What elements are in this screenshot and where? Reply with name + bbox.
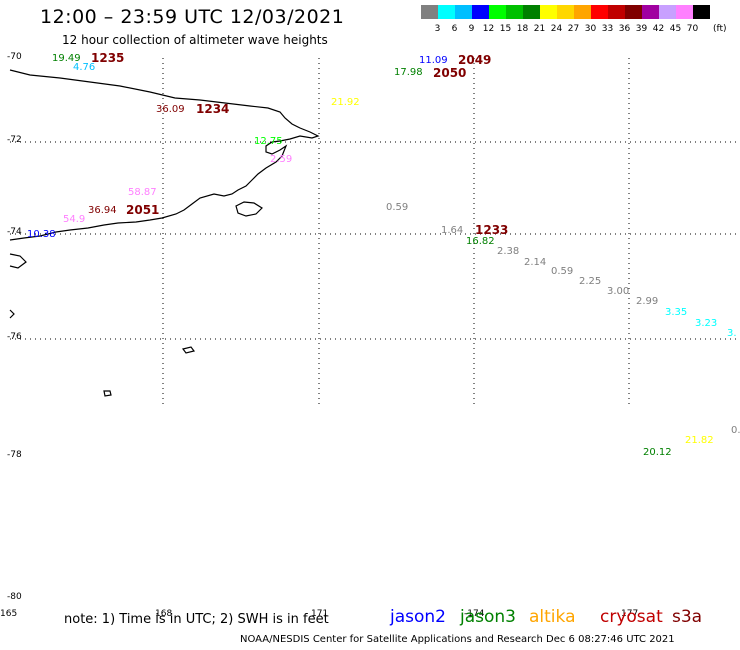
scale-swatch xyxy=(540,5,557,19)
wave-height-value: 3. xyxy=(727,328,737,339)
scale-tick-label: 21 xyxy=(533,24,546,34)
wave-height-value: 19.49 xyxy=(52,53,81,64)
wave-height-value: 3.35 xyxy=(665,307,688,318)
wave-height-value: 0. xyxy=(731,425,740,436)
pass-label: 2050 xyxy=(433,66,467,80)
wave-height-value: 17.98 xyxy=(394,67,423,78)
scale-swatch xyxy=(676,5,693,19)
scale-tick-label: 15 xyxy=(499,24,512,34)
pass-label: 2051 xyxy=(126,203,160,217)
scale-tick-label: 42 xyxy=(652,24,665,34)
scale-tick-label: 9 xyxy=(468,24,475,34)
footer-note: note: 1) Time is in UTC; 2) SWH is in fe… xyxy=(64,612,329,627)
scale-tick-label: 70 xyxy=(686,24,699,34)
wave-height-value: 20.12 xyxy=(643,447,672,458)
satellite-legend-cryosat: cryosat xyxy=(600,607,663,627)
pass-label: 1235 xyxy=(91,51,125,65)
scale-swatch xyxy=(574,5,591,19)
scale-swatch xyxy=(489,5,506,19)
satellite-legend-altika: altika xyxy=(529,607,576,627)
wave-height-value: 2.38 xyxy=(497,246,520,257)
wave-height-value: 36.09 xyxy=(156,104,185,115)
lon-label: 177 xyxy=(621,609,639,619)
scale-tick-label: 12 xyxy=(482,24,495,34)
wave-height-value: 11.09 xyxy=(419,55,448,66)
wave-height-value: 3.23 xyxy=(695,318,718,329)
lat-label: -76 xyxy=(7,332,22,342)
lat-label: -80 xyxy=(7,592,22,602)
map-subtitle: 12 hour collection of altimeter wave hei… xyxy=(62,33,328,47)
scale-tick-label: 18 xyxy=(516,24,529,34)
lon-label: 168 xyxy=(155,609,173,619)
wave-height-value: 10.38 xyxy=(27,229,56,240)
scale-swatch xyxy=(438,5,455,19)
pass-label: 1234 xyxy=(196,102,230,116)
lat-label: -78 xyxy=(7,450,22,460)
scale-swatch xyxy=(421,5,438,19)
scale-tick-label: 3 xyxy=(434,24,441,34)
credit-line: NOAA/NESDIS Center for Satellite Applica… xyxy=(240,634,675,645)
scale-swatch xyxy=(455,5,472,19)
scale-tick-label: 33 xyxy=(601,24,614,34)
lat-label: -72 xyxy=(7,135,22,145)
scale-swatch xyxy=(625,5,642,19)
scale-tick-label: 27 xyxy=(567,24,580,34)
graticule xyxy=(10,58,740,405)
scale-swatch xyxy=(557,5,574,19)
scale-swatch xyxy=(608,5,625,19)
scale-swatch xyxy=(523,5,540,19)
scale-tick-label: 45 xyxy=(669,24,682,34)
wave-height-value: 4.76 xyxy=(73,62,96,73)
scale-tick-label: 24 xyxy=(550,24,563,34)
wave-height-value: 2.25 xyxy=(579,276,602,287)
lon-label: 165 xyxy=(0,609,18,619)
scale-tick-label: 30 xyxy=(584,24,597,34)
scale-swatch xyxy=(472,5,489,19)
pass-label: 2049 xyxy=(458,53,492,67)
satellite-legend-s3a: s3a xyxy=(672,607,703,627)
map-title: 12:00 – 23:59 UTC 12/03/2021 xyxy=(40,6,345,28)
wave-height-value: 12.75 xyxy=(254,136,283,147)
scale-swatch xyxy=(693,5,710,19)
lon-label: 171 xyxy=(311,609,329,619)
coastline xyxy=(9,69,320,397)
lat-label: -70 xyxy=(7,52,22,62)
scale-tick-label: 36 xyxy=(618,24,631,34)
satellite-legend-jason2: jason2 xyxy=(390,607,446,627)
satellite-legend-jason3: jason3 xyxy=(460,607,516,627)
wave-height-value: 21.82 xyxy=(685,435,714,446)
wave-height-value: 1.64 xyxy=(441,225,464,236)
wave-height-value: 2.99 xyxy=(636,296,659,307)
wave-height-value: 0.59 xyxy=(551,266,574,277)
lat-label: -74 xyxy=(7,227,22,237)
wave-height-value: 2.59 xyxy=(270,154,293,165)
scale-tick-label: 39 xyxy=(635,24,648,34)
wave-height-value: 0.59 xyxy=(386,202,409,213)
scale-tick-label: 6 xyxy=(451,24,458,34)
wave-height-value: 54.9 xyxy=(63,214,86,225)
scale-swatch xyxy=(591,5,608,19)
wave-height-value: 16.82 xyxy=(466,236,495,247)
wave-height-value: 21.92 xyxy=(331,97,360,108)
wave-height-value: 3.00 xyxy=(607,286,630,297)
wave-height-value: 2.14 xyxy=(524,257,547,268)
wave-height-value: 58.87 xyxy=(128,187,157,198)
scale-swatch xyxy=(642,5,659,19)
pass-label: 1233 xyxy=(475,223,509,237)
scale-swatch xyxy=(659,5,676,19)
lon-label: -174 xyxy=(464,609,485,619)
scale-swatch xyxy=(506,5,523,19)
wave-height-value: 36.94 xyxy=(88,205,117,216)
scale-unit-label: (ft) xyxy=(713,24,727,34)
